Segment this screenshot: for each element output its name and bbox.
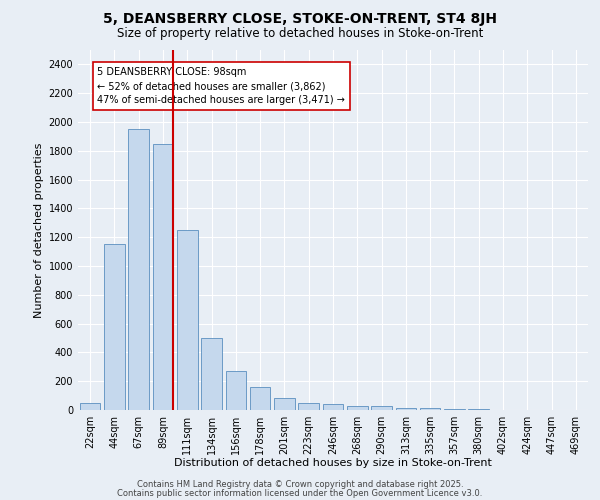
Bar — [177, 230, 197, 410]
Bar — [298, 403, 319, 410]
Bar — [226, 371, 246, 410]
Bar — [274, 398, 295, 410]
Bar — [128, 129, 149, 410]
Bar — [371, 406, 392, 410]
Bar — [152, 144, 173, 410]
Bar — [250, 387, 271, 410]
Y-axis label: Number of detached properties: Number of detached properties — [34, 142, 44, 318]
Text: 5 DEANSBERRY CLOSE: 98sqm
← 52% of detached houses are smaller (3,862)
47% of se: 5 DEANSBERRY CLOSE: 98sqm ← 52% of detac… — [97, 68, 346, 106]
Bar — [323, 404, 343, 410]
X-axis label: Distribution of detached houses by size in Stoke-on-Trent: Distribution of detached houses by size … — [174, 458, 492, 468]
Bar — [444, 409, 465, 410]
Text: Size of property relative to detached houses in Stoke-on-Trent: Size of property relative to detached ho… — [117, 28, 483, 40]
Bar — [420, 408, 440, 410]
Bar — [201, 338, 222, 410]
Text: 5, DEANSBERRY CLOSE, STOKE-ON-TRENT, ST4 8JH: 5, DEANSBERRY CLOSE, STOKE-ON-TRENT, ST4… — [103, 12, 497, 26]
Bar — [395, 408, 416, 410]
Bar — [104, 244, 125, 410]
Text: Contains HM Land Registry data © Crown copyright and database right 2025.: Contains HM Land Registry data © Crown c… — [137, 480, 463, 489]
Text: Contains public sector information licensed under the Open Government Licence v3: Contains public sector information licen… — [118, 488, 482, 498]
Bar — [80, 403, 100, 410]
Bar — [347, 406, 368, 410]
